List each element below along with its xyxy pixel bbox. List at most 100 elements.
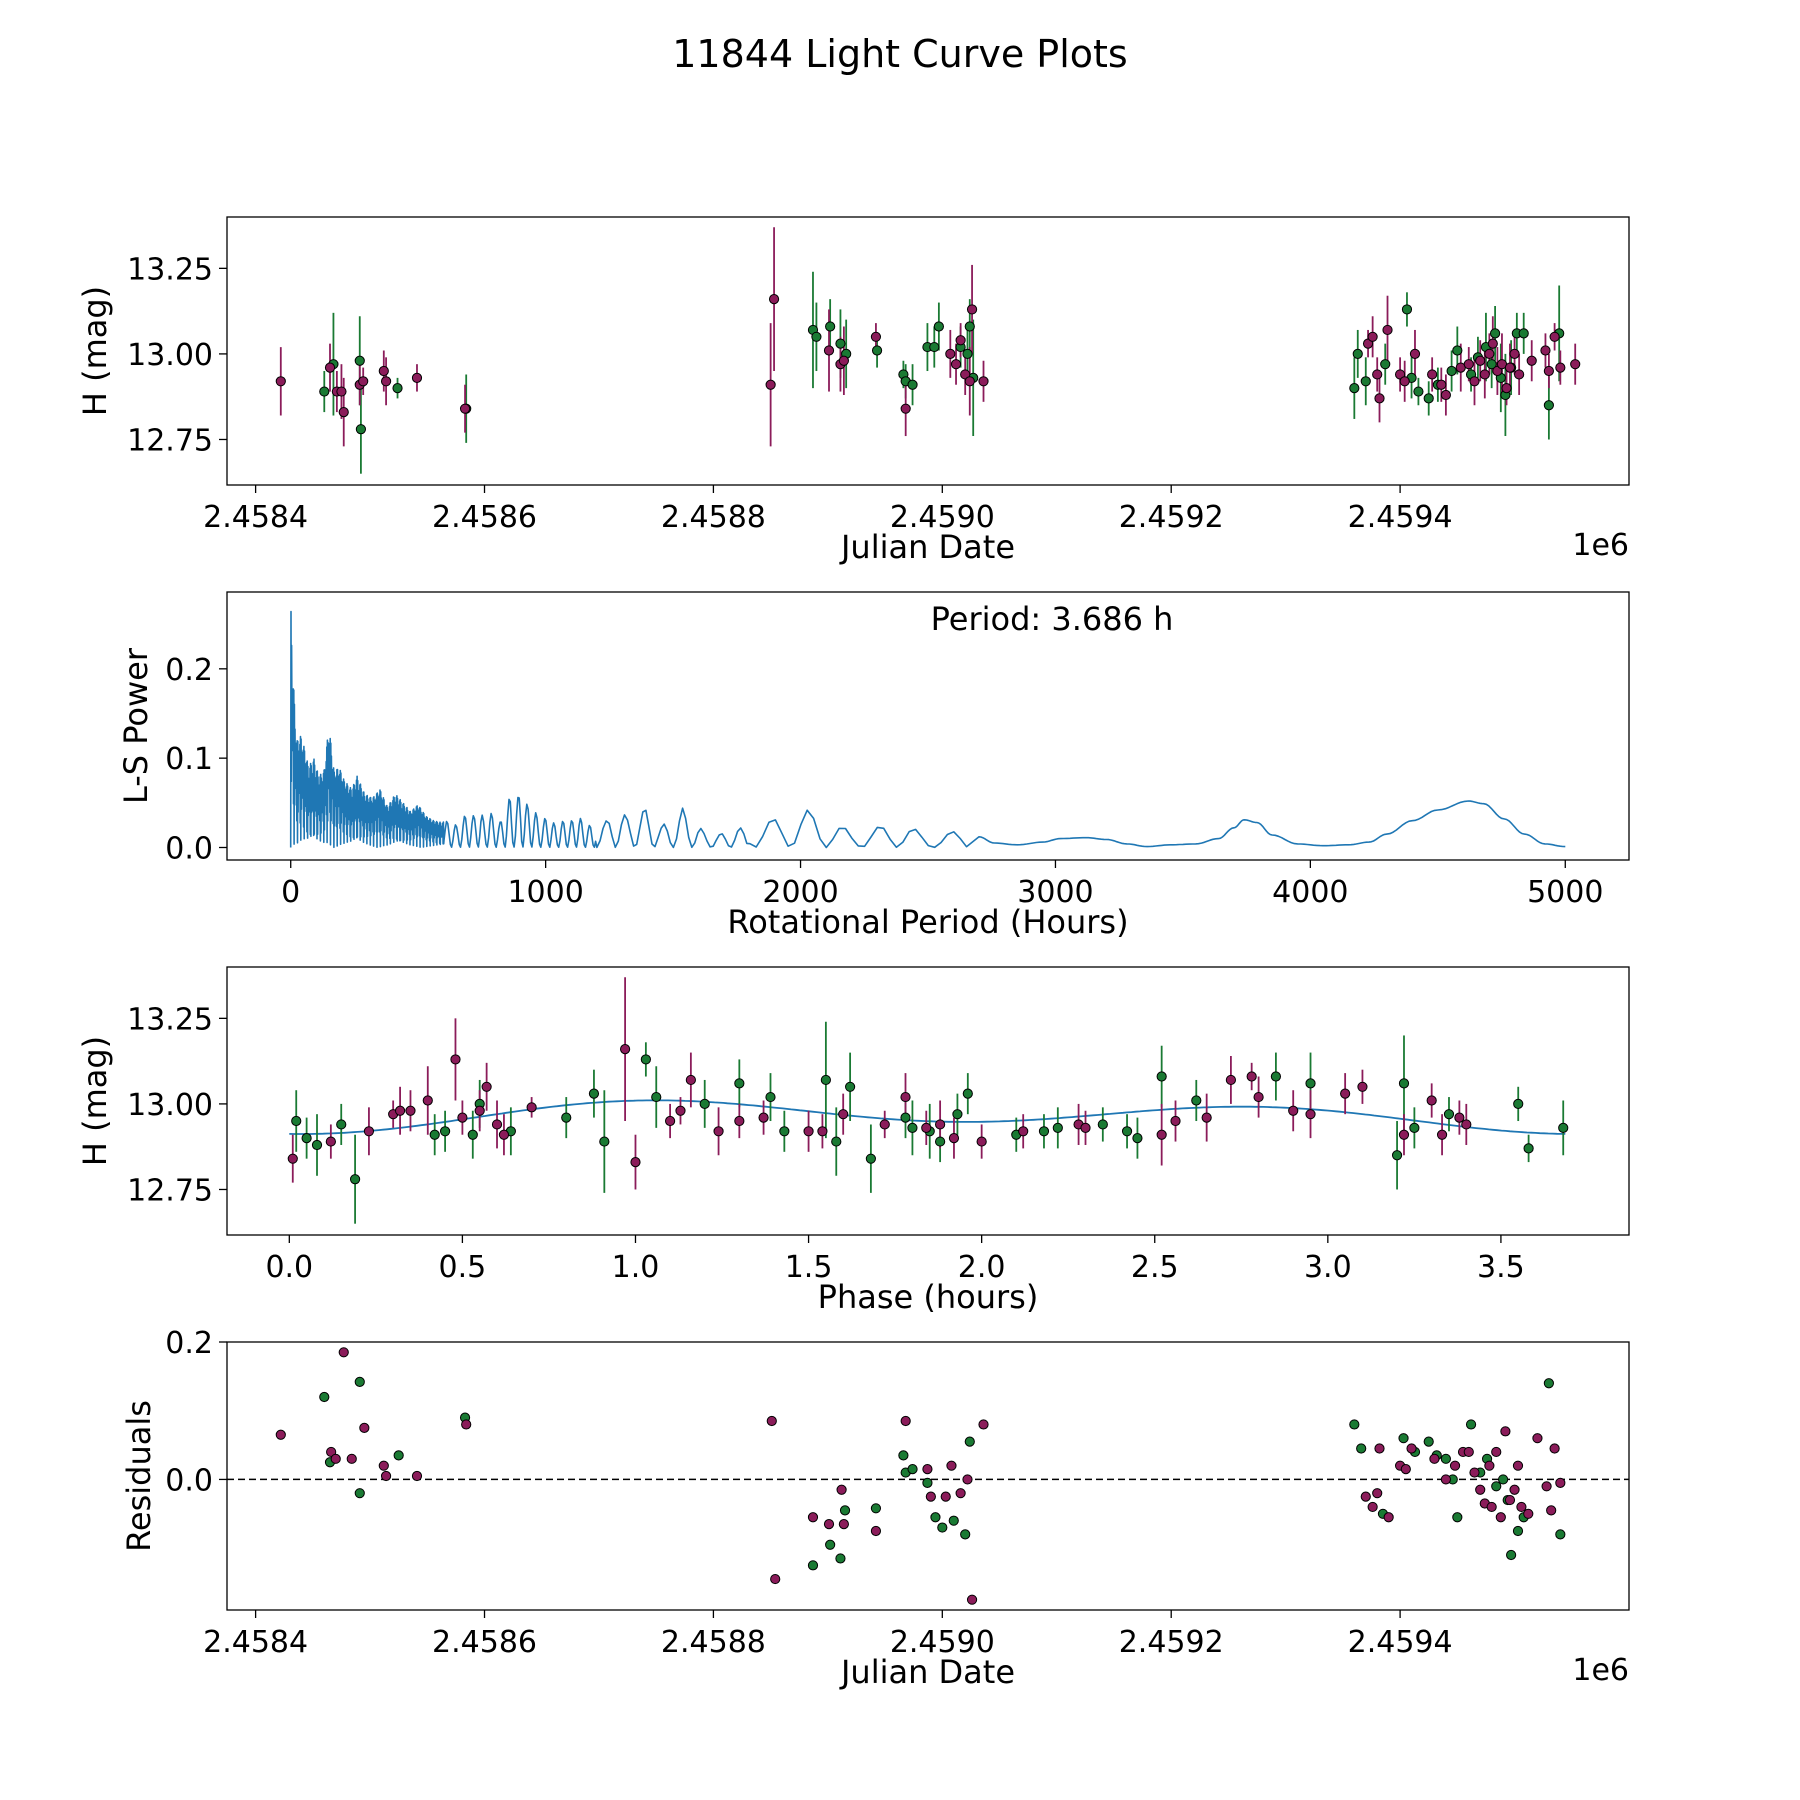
data-point-purple [675, 1105, 686, 1116]
period-annotation: Period: 3.686 h [931, 600, 1174, 638]
phased-ytick-label: 12.75 [127, 1173, 213, 1208]
data-point-purple [1429, 1453, 1440, 1464]
data-point-purple [1514, 369, 1525, 380]
data-point-green [439, 1126, 451, 1137]
lightcurve-xtick-label: 2.4588 [661, 500, 766, 535]
data-point-purple [1372, 369, 1383, 380]
data-point-purple [459, 403, 471, 414]
data-point-green [699, 1098, 710, 1110]
residuals-xlabel: Julian Date [839, 1653, 1015, 1691]
periodogram-plot-area [289, 610, 1566, 849]
data-point-purple [380, 1470, 392, 1482]
data-point-purple [325, 1136, 336, 1147]
phased-marks [287, 977, 1569, 1224]
data-point-purple [411, 372, 423, 383]
panel-lightcurve: 2.4584 2.4586 2.4588 2.4590 2.4592 2.4594 12.7… [76, 216, 1630, 566]
lightcurve-ticks: 2.4584 2.4586 2.4588 2.4590 2.4592 2.4594 12.7… [127, 252, 1452, 535]
data-point-purple [1080, 1122, 1091, 1133]
data-point-green [1498, 1474, 1509, 1485]
data-point-green [962, 348, 973, 360]
figure-title: 11844 Light Curve Plots [672, 32, 1127, 76]
data-point-purple [1357, 1081, 1368, 1092]
lightcurve-frame [226, 216, 1630, 486]
lightcurve-ytick-label: 13.25 [127, 252, 213, 287]
data-point-purple [394, 1105, 406, 1116]
periodogram-ticks: 0 1000 2000 3000 4000 5000 0.0 0.1 0.2 [165, 653, 1603, 910]
data-point-purple [766, 1415, 777, 1427]
data-point-purple [922, 1464, 933, 1475]
data-point-green [1523, 1143, 1534, 1154]
phased-ytick-label: 13.25 [127, 1002, 213, 1037]
data-point-purple [1409, 348, 1421, 360]
data-point-purple [1426, 1095, 1437, 1106]
residuals-xtick-label: 2.4592 [1119, 1625, 1224, 1660]
data-point-purple [1516, 1501, 1527, 1513]
residuals-xtick-label: 2.4584 [203, 1625, 308, 1660]
residuals-frame [226, 1341, 1630, 1611]
data-point-purple [1374, 393, 1385, 404]
data-point-green [1518, 328, 1529, 339]
data-point-green [311, 1139, 323, 1151]
data-point-purple [1484, 348, 1495, 360]
data-point-purple [1523, 1508, 1534, 1519]
residuals-xtick-label: 2.4586 [432, 1625, 537, 1660]
data-point-green [825, 1539, 836, 1550]
data-point-green [336, 1119, 347, 1130]
data-point-green [301, 1133, 312, 1144]
data-point-purple [1500, 1426, 1511, 1437]
phased-xlabel: Phase (hours) [818, 1278, 1039, 1316]
data-point-purple [1486, 1501, 1497, 1513]
data-point-green [1156, 1071, 1167, 1082]
data-point-green [935, 1136, 946, 1147]
data-point-green [1270, 1071, 1282, 1082]
lightcurve-ylabel: H (mag) [76, 286, 114, 416]
data-point-purple [411, 1470, 423, 1482]
data-point-green [1409, 1122, 1420, 1133]
data-point-purple [1540, 345, 1551, 356]
data-point-purple [359, 1422, 370, 1433]
data-point-purple [1156, 1129, 1167, 1140]
data-point-green [964, 321, 975, 332]
data-point-green [392, 383, 403, 394]
data-point-green [929, 341, 940, 353]
data-point-purple [900, 1415, 911, 1427]
lightcurve-xtick-label: 2.4586 [432, 500, 537, 535]
data-point-purple [1246, 1071, 1257, 1082]
data-point-purple [338, 406, 349, 418]
data-point-purple [978, 1419, 989, 1430]
data-point-purple [1549, 1443, 1560, 1454]
data-point-green [779, 1126, 790, 1137]
data-point-purple [1532, 1433, 1543, 1444]
data-point-purple [976, 1136, 987, 1147]
residuals-marks [227, 1347, 1629, 1605]
phased-xtick-label: 3.0 [1304, 1250, 1352, 1285]
data-point-purple [1504, 1494, 1516, 1506]
data-point-purple [770, 1573, 781, 1585]
data-point-green [1513, 1098, 1524, 1110]
data-point-purple [734, 1115, 745, 1127]
data-point-green [871, 345, 883, 356]
phased-xtick-label: 1.5 [785, 1250, 833, 1285]
data-point-purple [1484, 1460, 1495, 1471]
data-point-purple [1555, 1477, 1566, 1488]
data-point-green [1543, 1378, 1554, 1389]
data-point-purple [925, 1491, 936, 1502]
periodogram-xlabel: Rotational Period (Hours) [727, 903, 1128, 941]
phased-ticks: 0.0 0.5 1.0 1.5 2.0 2.5 3.0 3.5 12.75 13.00 13.25 [127, 1002, 1525, 1285]
lightcurve-xtick-label: 2.4584 [203, 500, 308, 535]
data-point-green [349, 1174, 361, 1185]
model-curve [289, 1099, 1566, 1135]
data-point-purple [363, 1126, 375, 1137]
data-point-green [319, 386, 330, 397]
data-point-purple [1018, 1126, 1029, 1137]
data-point-purple [1382, 324, 1393, 336]
data-point-purple [1469, 1467, 1480, 1478]
data-point-green [1052, 1122, 1063, 1133]
data-point-green [1097, 1119, 1108, 1130]
data-point-green [835, 1553, 846, 1564]
data-point-purple [1253, 1091, 1264, 1103]
phased-plot-area [287, 977, 1569, 1224]
data-point-purple [380, 376, 392, 387]
data-point-purple [1406, 1443, 1417, 1454]
